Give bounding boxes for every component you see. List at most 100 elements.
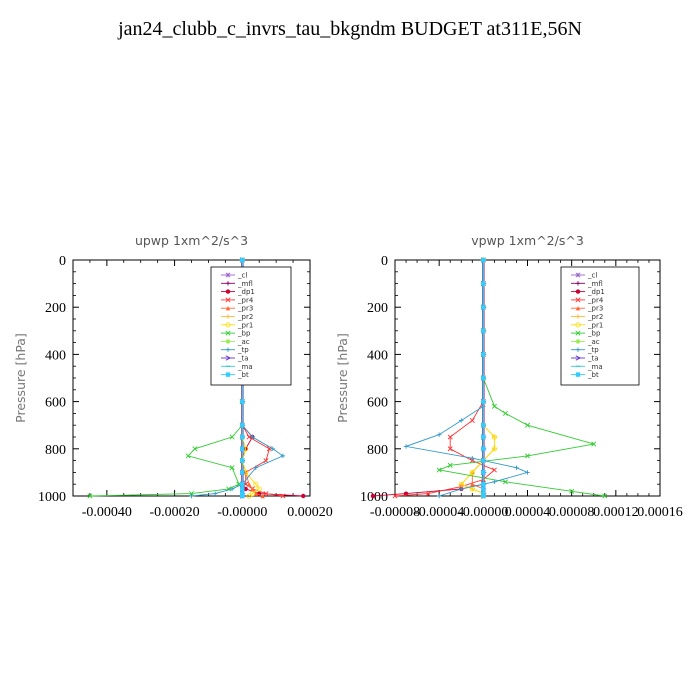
legend-label: _pr2 [587,313,603,321]
legend-marker [575,281,581,286]
legend-label: _ma [587,363,603,371]
data-point [491,403,497,409]
x-tick-label: -0.00000 [217,505,267,520]
data-point [481,352,486,357]
data-point [249,491,256,497]
data-point [491,467,497,473]
x-tick-label: -0.00004 [414,505,464,520]
x-tick-label: 0.00008 [549,505,595,520]
legend-label: _bt [237,371,249,379]
data-point [240,486,245,492]
legend-marker [225,314,231,319]
data-point [481,482,486,487]
legend-marker [225,347,231,352]
data-point [591,441,597,447]
x-tick-label: 0.00004 [505,505,551,520]
x-tick-label: 0.00020 [287,505,333,520]
legend: _cl_mfl_dp1_pr4_pr3_pr2_pr1_bp_ac_tp_ta_… [560,266,640,386]
x-tick-label: 0.00016 [637,505,683,520]
legend-label: _ma [237,363,253,371]
legend-label: _ta [587,355,599,363]
data-point [492,479,497,485]
legend-label: _tp [237,346,249,354]
y-tick-label: 1000 [38,490,66,505]
legend-label: _pr3 [237,305,253,313]
data-point [481,458,486,463]
data-point [447,434,453,440]
legend-marker [225,339,231,344]
data-point [263,458,269,464]
y-tick-label: 800 [367,443,388,458]
data-point [240,491,245,496]
data-point [370,493,376,499]
data-point [481,446,486,451]
data-point [459,486,464,492]
data-point [240,434,245,440]
data-point [253,465,259,470]
data-point [250,434,255,440]
data-point [192,446,198,452]
data-point [229,465,235,471]
legend-marker [225,281,231,286]
data-point [240,458,245,463]
data-point [447,446,453,452]
data-point [491,434,497,440]
data-point [213,491,218,496]
panel-title: upwp 1xm^2/s^3 [135,233,248,248]
data-point [240,493,245,499]
legend-label: _pr3 [587,305,603,313]
panel-title: vpwp 1xm^2/s^3 [471,233,584,248]
legend-marker [575,314,581,319]
data-point [403,444,409,449]
x-tick-label: -0.00008 [370,505,420,520]
data-point [87,493,93,499]
data-point [301,493,306,499]
legend-marker [225,372,231,377]
legend-label: _pr4 [587,296,604,304]
legend-label: _pr4 [237,296,254,304]
y-tick-label: 400 [367,348,388,363]
data-point [229,434,235,440]
data-point [256,486,262,492]
series-line-dp1 [372,260,484,497]
data-point [243,486,248,492]
data-point [469,417,475,423]
legend-marker [225,306,231,311]
data-point [263,491,269,497]
data-point [240,470,245,475]
data-point [280,493,286,499]
data-point [240,446,245,451]
panel-2: vpwp 1xm^2/s^3 Pressure [hPa] 0 200 400 600 80… [335,233,683,520]
y-tick-label: 0 [381,254,388,269]
legend-label: _pr1 [237,321,253,329]
x-tick-label: -0.00000 [458,505,508,520]
data-point [524,453,531,459]
legend-label: _cl [237,272,247,280]
data-point [481,491,486,496]
data-point [436,467,442,473]
data-point [524,422,531,428]
data-point [481,281,486,286]
data-point [436,493,442,499]
legend-marker [225,297,231,303]
data-point [569,488,575,494]
data-point [491,446,497,452]
data-point [502,410,508,416]
data-point [188,491,195,497]
data-point [514,465,519,470]
legend-marker [575,272,581,278]
panel-1: upwp 1xm^2/s^3 Pressure [hPa] 0 200 400 600 80… [13,233,333,520]
data-point [481,423,486,428]
legend-label: _mfl [587,280,603,288]
legend-label: _bp [237,330,251,338]
data-point [253,481,259,487]
legend-marker [575,322,581,328]
legend-box [560,266,640,386]
legend-label: _tp [587,346,599,354]
data-point [436,432,442,437]
data-point [470,456,475,461]
series-line-pr4 [394,260,496,497]
x-tick-label: -0.00020 [149,505,199,520]
y-tick-label: 0 [59,254,66,269]
